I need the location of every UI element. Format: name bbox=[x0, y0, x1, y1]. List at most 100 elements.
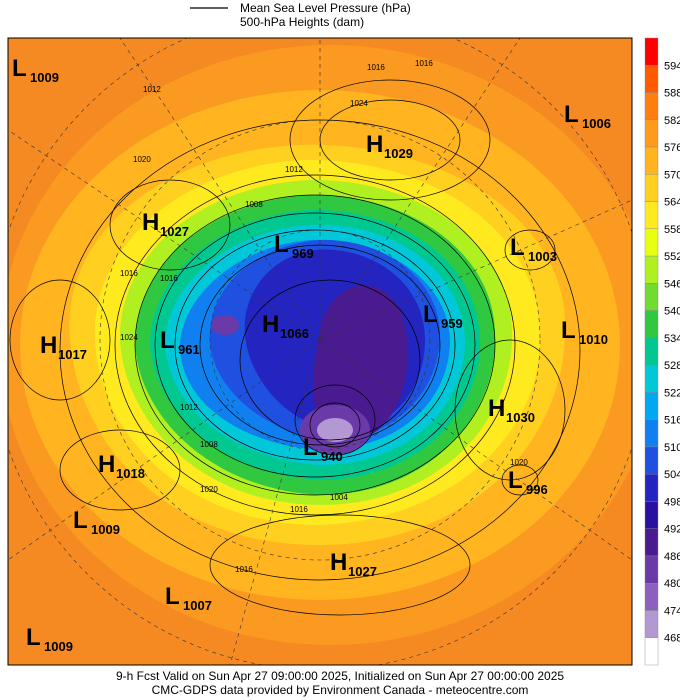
contour-label: 1020 bbox=[200, 485, 218, 494]
colorbar-swatch bbox=[644, 528, 659, 557]
center-letter: H bbox=[488, 395, 505, 422]
colorbar-label: 552 bbox=[664, 251, 680, 263]
colorbar-swatch bbox=[644, 310, 659, 339]
center-letter: L bbox=[561, 317, 576, 344]
colorbar-swatch bbox=[644, 337, 659, 366]
contour-label: 1024 bbox=[350, 99, 368, 108]
center-value: 1066 bbox=[280, 326, 309, 341]
colorbar-label: 516 bbox=[664, 415, 680, 427]
colorbar-label: 546 bbox=[664, 278, 680, 290]
center-value: 1009 bbox=[91, 522, 120, 537]
colorbar-label: 588 bbox=[664, 88, 680, 100]
footer-valid: 9-h Fcst Valid on Sun Apr 27 09:00:00 20… bbox=[116, 669, 564, 683]
center-value: 1010 bbox=[579, 332, 608, 347]
colorbar-label: 522 bbox=[664, 387, 680, 399]
colorbar-swatch bbox=[644, 146, 659, 175]
center-value: 961 bbox=[178, 342, 200, 357]
contour-label: 1012 bbox=[285, 165, 303, 174]
colorbar-swatch bbox=[644, 392, 659, 420]
colorbar-label: 486 bbox=[664, 551, 680, 563]
contour-label: 1008 bbox=[200, 440, 218, 449]
center-letter: H bbox=[262, 311, 279, 338]
colorbar-label: 504 bbox=[664, 469, 680, 481]
colorbar-label: 564 bbox=[664, 197, 680, 209]
colorbar-label: 492 bbox=[664, 524, 680, 536]
legend-heights: 500-hPa Heights (dam) bbox=[240, 15, 364, 29]
contour-label: 1008 bbox=[245, 200, 263, 209]
center-letter: L bbox=[26, 624, 41, 651]
colorbar-swatch bbox=[644, 610, 659, 638]
colorbar-swatch bbox=[644, 283, 659, 311]
contour-label: 1016 bbox=[160, 274, 178, 283]
center-letter: L bbox=[12, 55, 27, 82]
colorbar-swatch bbox=[644, 37, 659, 66]
colorbar-swatch bbox=[644, 583, 659, 611]
colorbar-swatch bbox=[644, 119, 659, 148]
contour-label: 1024 bbox=[120, 333, 138, 342]
center-letter: L bbox=[73, 507, 88, 534]
contour-label: 1016 bbox=[367, 63, 385, 72]
colorbar-swatch bbox=[644, 555, 659, 584]
colorbar-label: 576 bbox=[664, 142, 680, 154]
center-value: 1029 bbox=[384, 146, 413, 161]
contour-label: 1016 bbox=[290, 505, 308, 514]
colorbar-swatch bbox=[644, 364, 659, 393]
center-letter: H bbox=[98, 451, 115, 478]
colorbar-label: 594 bbox=[664, 60, 680, 72]
center-letter: L bbox=[274, 231, 289, 258]
center-value: 1030 bbox=[506, 410, 535, 425]
colorbar-swatch bbox=[644, 501, 659, 529]
colorbar-swatch bbox=[644, 419, 659, 448]
center-value: 1009 bbox=[44, 639, 73, 654]
center-letter: H bbox=[142, 209, 159, 236]
colorbar-label: 480 bbox=[664, 578, 680, 590]
colorbar-label: 540 bbox=[664, 306, 680, 318]
graticule bbox=[8, 38, 632, 665]
center-value: 1017 bbox=[58, 347, 87, 362]
center-letter: L bbox=[423, 301, 438, 328]
colorbar-swatch bbox=[644, 255, 659, 284]
colorbar-label: 534 bbox=[664, 333, 680, 345]
colorbar-swatch bbox=[644, 228, 659, 257]
contour-label: 1012 bbox=[143, 85, 161, 94]
colorbar-label: 510 bbox=[664, 442, 680, 454]
contour-label: 1012 bbox=[180, 403, 198, 412]
colorbar-swatch bbox=[644, 473, 659, 502]
contour-label: 1016 bbox=[120, 269, 138, 278]
contour-label: 1016 bbox=[235, 565, 253, 574]
colorbar-label: 498 bbox=[664, 496, 680, 508]
center-letter: L bbox=[165, 583, 180, 610]
center-letter: L bbox=[160, 327, 175, 354]
colorbar-label: 570 bbox=[664, 169, 680, 181]
center-value: 1009 bbox=[30, 70, 59, 85]
center-letter: H bbox=[40, 332, 57, 359]
colorbar-swatch bbox=[644, 201, 659, 230]
contour-label: 1020 bbox=[510, 458, 528, 467]
colorbar-swatch bbox=[644, 637, 659, 666]
colorbar-swatch bbox=[644, 174, 659, 202]
center-value: 940 bbox=[321, 449, 343, 464]
colorbar-label: 528 bbox=[664, 360, 680, 372]
colorbar-swatch bbox=[644, 92, 659, 120]
map bbox=[8, 38, 632, 665]
center-value: 1006 bbox=[582, 116, 611, 131]
center-value: 959 bbox=[441, 316, 463, 331]
center-value: 1018 bbox=[116, 466, 145, 481]
contour-label: 1004 bbox=[330, 493, 348, 502]
colorbar-label: 558 bbox=[664, 224, 680, 236]
colorbar-swatch bbox=[644, 65, 659, 93]
contour-label: 1020 bbox=[133, 155, 151, 164]
center-letter: L bbox=[564, 101, 579, 128]
center-value: 1003 bbox=[528, 249, 557, 264]
colorbar-label: 474 bbox=[664, 605, 680, 617]
center-value: 1007 bbox=[183, 598, 212, 613]
map-frame bbox=[7, 37, 633, 666]
footer-credit: CMC-GDPS data provided by Environment Ca… bbox=[152, 683, 529, 697]
center-letter: L bbox=[303, 434, 318, 461]
center-value: 969 bbox=[292, 246, 314, 261]
contours bbox=[9, 79, 581, 616]
legend-mslp: Mean Sea Level Pressure (hPa) bbox=[240, 1, 411, 15]
center-value: 1027 bbox=[160, 224, 189, 239]
